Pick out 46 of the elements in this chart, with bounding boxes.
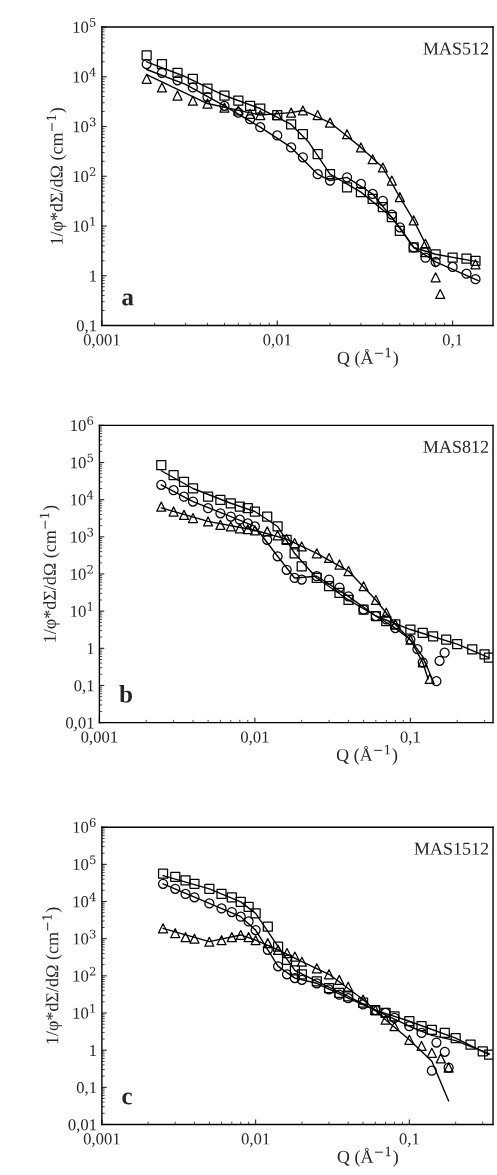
y-tick-label: 10$^{5}$ (71, 453, 94, 469)
x-tick-label: 0,001 (83, 1133, 120, 1147)
y-tick-label: 0,1 (76, 1082, 97, 1096)
y-tick-label: 1 (90, 1044, 97, 1056)
annotation: a (122, 293, 134, 306)
x-tick-label: 0,01 (263, 334, 291, 348)
y-axis-title: 1/φ*dΣ/dΩ (cm$^{−1}$) (42, 907, 63, 1044)
x-tick-label: 0,1 (399, 1133, 419, 1147)
y-tick-label: 10$^{4}$ (73, 67, 96, 83)
y-tick-label: 10$^{4}$ (71, 490, 94, 506)
y-tick-label: 10$^{5}$ (73, 18, 96, 33)
x-axis-title: Q (Å$^{−1}$) (337, 347, 398, 368)
y-tick-label: 10$^{5}$ (73, 855, 96, 871)
y-tick-label: 0,01 (66, 717, 94, 731)
annotation: MAS812 (423, 440, 489, 453)
y-axis-title: 1/φ*dΣ/dΩ (cm$^{−1}$) (46, 107, 67, 244)
x-tick-label: 0,1 (400, 731, 420, 746)
y-tick-label: 10$^{1}$ (73, 1003, 95, 1019)
y-tick-label: 10$^{2}$ (73, 167, 96, 183)
y-tick-label: 10$^{1}$ (71, 602, 93, 617)
y-tick-label: 10$^{4}$ (73, 892, 96, 908)
y-tick-label: 10$^{3}$ (73, 929, 96, 945)
x-axis-title: Q (Å$^{−1}$) (336, 744, 398, 765)
annotation: MAS1512 (414, 842, 489, 855)
y-tick-label: 0,1 (76, 320, 97, 334)
y-tick-label: 10$^{1}$ (73, 216, 95, 232)
annotation: MAS512 (423, 42, 489, 55)
x-tick-label: 0,001 (83, 334, 120, 348)
y-tick-label: 0,1 (74, 680, 94, 694)
y-tick-label: 10$^{6}$ (71, 416, 94, 432)
x-tick-label: 0,01 (241, 1133, 270, 1147)
x-tick-label: 0,01 (240, 731, 269, 746)
x-tick-label: 0,1 (442, 334, 463, 348)
annotation: b (119, 685, 132, 703)
y-axis-title: 1/φ*dΣ/dΩ (cm$^{−1}$) (39, 505, 60, 642)
x-axis-title: Q (Å$^{−1}$) (337, 1146, 398, 1167)
y-tick-label: 10$^{2}$ (73, 966, 96, 982)
x-tick-label: 0,001 (81, 731, 118, 746)
y-tick-label: 10$^{6}$ (73, 818, 96, 834)
y-tick-label: 1 (87, 643, 94, 655)
y-tick-label: 10$^{3}$ (71, 527, 94, 543)
y-tick-label: 10$^{3}$ (73, 117, 96, 133)
y-tick-label: 1 (90, 270, 97, 282)
y-tick-label: 10$^{2}$ (71, 564, 93, 580)
y-tick-label: 0,01 (68, 1119, 97, 1133)
annotation: c (122, 1092, 132, 1105)
